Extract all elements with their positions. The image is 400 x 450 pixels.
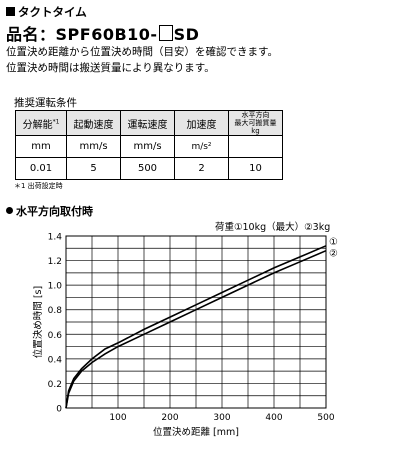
header-run-speed: 運転速度 bbox=[120, 110, 175, 136]
series-label-1: ① bbox=[329, 237, 338, 248]
product-label: 品名： bbox=[6, 25, 56, 44]
x-axis-label: 位置決め距離 [mm] bbox=[153, 426, 239, 438]
header-resolution: 分解能*1 bbox=[15, 110, 67, 136]
header-max-load: 水平方向 最大可搬質量 kg bbox=[228, 110, 283, 136]
product-name: 品名：SPF60B10- SD bbox=[6, 21, 199, 45]
header-note-mark: *1 bbox=[52, 118, 60, 126]
x-tick-label: 100 bbox=[109, 413, 126, 423]
x-tick-label: 500 bbox=[317, 413, 334, 423]
description-line-1: 位置決め距離から位置決め時間（目安）を確認できます。 bbox=[6, 46, 278, 58]
y-tick-label: 0.4 bbox=[48, 355, 63, 365]
y-tick-label: 0.6 bbox=[48, 331, 63, 341]
product-code: SPF60B10- bbox=[55, 25, 158, 44]
footnote: ＊1 出荷設定時 bbox=[14, 182, 63, 190]
conditions-title: 推奨運転条件 bbox=[14, 97, 77, 109]
table-header-row: 分解能*1 起動速度 運転速度 加速度 水平方向 最大可搬質量 kg bbox=[15, 110, 283, 136]
y-axis-label: 位置決め時間 [s] bbox=[32, 286, 44, 358]
y-tick-label: 0 bbox=[56, 405, 62, 415]
load-legend: 荷重①10kg（最大）②3kg bbox=[215, 222, 331, 233]
y-tick-label: 0.8 bbox=[48, 306, 63, 316]
product-suffix: SD bbox=[173, 25, 200, 44]
x-tick-labels: 100 200 300 400 500 bbox=[109, 413, 334, 423]
series-lines bbox=[65, 245, 327, 409]
header-start-speed: 起動速度 bbox=[66, 110, 121, 136]
value-resolution: 0.01 bbox=[15, 157, 67, 180]
y-tick-label: 1.4 bbox=[48, 233, 63, 243]
x-tick-label: 200 bbox=[161, 413, 178, 423]
x-tick-label: 400 bbox=[265, 413, 282, 423]
value-max-load: 10 bbox=[228, 157, 283, 180]
x-tick-label: 300 bbox=[213, 413, 230, 423]
y-tick-labels: 0 0.2 0.4 0.6 0.8 1.0 1.2 1.4 bbox=[48, 233, 63, 415]
value-run-speed: 500 bbox=[120, 157, 175, 180]
series-labels: ①② bbox=[329, 237, 338, 260]
plot-frame bbox=[65, 235, 327, 409]
operating-conditions-table: 分解能*1 起動速度 運転速度 加速度 水平方向 最大可搬質量 kg mm mm… bbox=[15, 110, 283, 180]
table-value-row: 0.01 5 500 2 10 bbox=[15, 157, 283, 180]
section-title: タクトタイム bbox=[6, 4, 87, 20]
y-tick-label: 0.2 bbox=[48, 380, 62, 390]
square-bullet-icon bbox=[6, 7, 15, 16]
header-acceleration: 加速度 bbox=[174, 110, 229, 136]
header-resolution-text: 分解能 bbox=[22, 119, 53, 131]
series-line-1 bbox=[65, 245, 327, 409]
series-label-2: ② bbox=[329, 249, 338, 260]
chart-section-title: 水平方向取付時 bbox=[6, 203, 93, 219]
y-tick-label: 1.2 bbox=[48, 257, 62, 267]
y-tick-label: 1.0 bbox=[48, 282, 63, 292]
blank-box-icon bbox=[158, 25, 173, 41]
section-title-text: タクトタイム bbox=[18, 5, 87, 19]
dot-bullet-icon bbox=[6, 207, 13, 214]
series-line-2 bbox=[65, 249, 327, 409]
description-line-2: 位置決め時間は搬送質量により異なります。 bbox=[6, 62, 215, 74]
chart-section-title-text: 水平方向取付時 bbox=[16, 205, 93, 218]
